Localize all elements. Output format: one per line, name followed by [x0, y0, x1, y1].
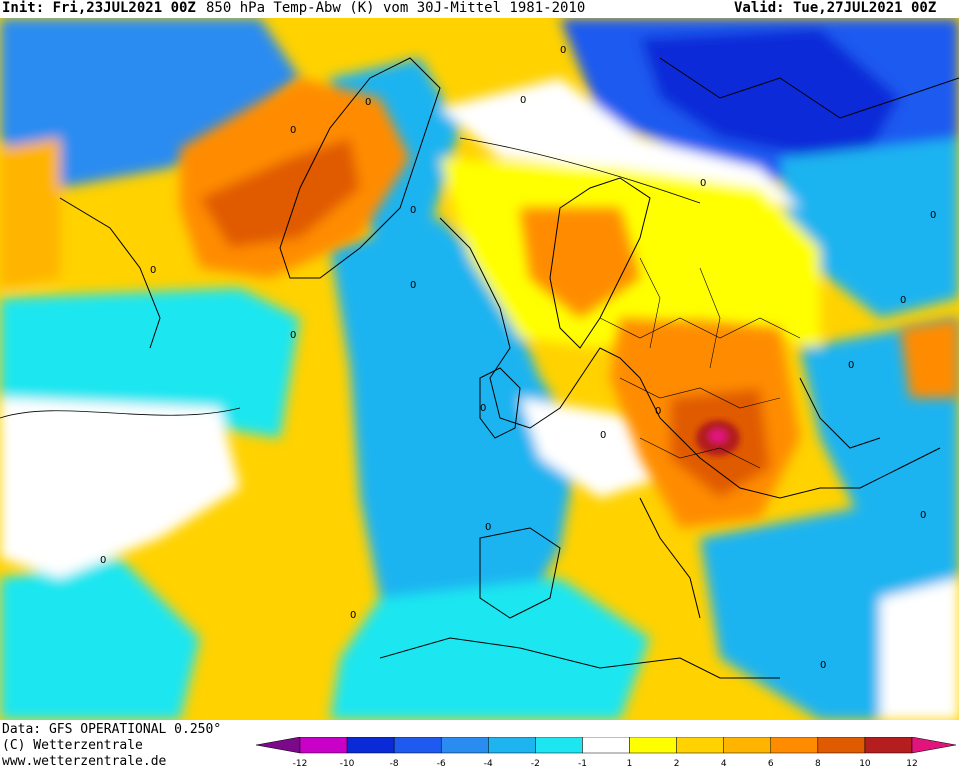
- coastlines: [59, 57, 959, 679]
- iberia-coast: [479, 527, 561, 619]
- anomaly-hot-east-edge: [900, 318, 959, 398]
- legend-tick-label: 10: [859, 759, 871, 769]
- legend-tick-label: 6: [767, 759, 774, 769]
- contour-label: 0: [350, 610, 356, 621]
- anomaly-very-cold-siberia: [640, 28, 900, 168]
- legend-swatch: [488, 737, 536, 754]
- anomaly-neutral-west-atlantic: [0, 398, 240, 578]
- legend-swatch: [393, 737, 442, 754]
- contour-label: 0: [600, 430, 606, 441]
- header: Init: Fri,23JUL2021 00Z 850 hPa Temp-Abw…: [0, 0, 959, 18]
- temperature-anomaly-map: 0 0 0 0 0 0 0 0 0 0 0 0 0 0 0 0 0 0 0 0: [0, 18, 959, 720]
- contour-label: 0: [290, 330, 296, 341]
- legend-tick-label: -6: [436, 759, 446, 769]
- data-source: Data: GFS OPERATIONAL 0.250°: [2, 722, 222, 737]
- country-borders: [599, 257, 801, 469]
- legend-swatch: [770, 737, 819, 754]
- chart-title: 850 hPa Temp-Abw (K) vom 30J-Mittel 1981…: [206, 0, 586, 16]
- contour-label: 0: [485, 522, 491, 533]
- contour-label: 0: [920, 510, 926, 521]
- contour-label: 0: [820, 660, 826, 671]
- canada-coast: [59, 197, 161, 349]
- contour-label: 0: [100, 555, 106, 566]
- anomaly-cool-urals: [780, 138, 959, 318]
- anomaly-neutral-france: [520, 398, 660, 498]
- anomaly-cool-north-africa: [330, 578, 650, 720]
- legend-swatch: [299, 737, 348, 754]
- legend-tick-label: 8: [814, 759, 821, 769]
- legend-swatch: [629, 737, 677, 754]
- legend-swatch: [582, 737, 630, 754]
- contour-label: 0: [150, 265, 156, 276]
- legend-tick-label: 12: [906, 759, 918, 769]
- anomaly-hot-scandinavia: [520, 208, 640, 318]
- legend-swatch: [817, 737, 866, 754]
- anomaly-cool-atlantic-west: [0, 288, 300, 438]
- color-legend: [256, 737, 956, 754]
- anomaly-neutral-east: [880, 578, 959, 720]
- zero-contour-1: [0, 407, 241, 419]
- legend-tick-label: -10: [339, 759, 355, 769]
- legend-tick-label: 4: [720, 759, 727, 769]
- anomaly-cool-southwest: [0, 558, 200, 720]
- legend-tick-label: -4: [483, 759, 493, 769]
- british-isles-coast: [479, 367, 521, 439]
- contour-label: 0: [410, 280, 416, 291]
- legend-tick-label: 2: [673, 759, 680, 769]
- legend-tick-label: -2: [530, 759, 540, 769]
- black-sea-coast: [799, 377, 881, 449]
- contour-label: 0: [930, 210, 936, 221]
- contour-label: 0: [290, 125, 296, 136]
- contour-label: 0: [365, 97, 371, 108]
- anomaly-very-hot-greenland: [200, 138, 360, 248]
- zero-contour-2: [459, 137, 701, 204]
- border-line-3: [639, 437, 761, 469]
- scandinavia-coast: [549, 177, 651, 349]
- legend-tick-label: -12: [292, 759, 308, 769]
- contour-label: 0: [520, 95, 526, 106]
- legend-tick-label: 1: [626, 759, 633, 769]
- legend-arrow-low: [256, 737, 301, 754]
- legend-swatch: [676, 737, 724, 754]
- anomaly-neutral-arctic-sea: [440, 78, 800, 208]
- border-line-4: [699, 267, 721, 369]
- legend-swatch: [440, 737, 489, 754]
- contour-label: 0: [480, 403, 486, 414]
- legend-arrow-high: [911, 737, 956, 754]
- africa-coast: [379, 637, 780, 679]
- zero-contours: [0, 137, 701, 419]
- border-line-2: [619, 377, 781, 409]
- legend-swatch: [346, 737, 395, 754]
- website: www.wetterzentrale.de: [2, 754, 167, 769]
- border-line-5: [639, 257, 661, 349]
- legend-tick-label: -8: [389, 759, 399, 769]
- contour-label: 0: [900, 295, 906, 306]
- contour-label: 0: [848, 360, 854, 371]
- legend-swatch: [535, 737, 583, 754]
- contour-label: 0: [655, 406, 661, 417]
- border-line-1: [599, 317, 801, 339]
- init-time: Init: Fri,23JUL2021 00Z: [2, 0, 196, 16]
- contour-label: 0: [700, 178, 706, 189]
- valid-time: Valid: Tue,27JUL2021 00Z: [734, 0, 937, 16]
- copyright: (C) Wetterzentrale: [2, 738, 143, 753]
- greenland-coast: [279, 57, 441, 279]
- contour-labels: 0 0 0 0 0 0 0 0 0 0 0 0 0 0 0 0 0 0 0 0: [100, 45, 936, 671]
- russia-north-coast: [659, 57, 959, 119]
- anomaly-peak-center: [709, 429, 727, 443]
- legend-tick-label: -1: [577, 759, 587, 769]
- legend-swatch: [864, 737, 913, 754]
- contour-label: 0: [410, 205, 416, 216]
- italy-coast: [639, 497, 701, 619]
- europe-coast: [439, 217, 941, 499]
- contour-label: 0: [560, 45, 566, 56]
- anomaly-cold-north-canada: [0, 18, 300, 188]
- anomaly-warm-west-edge: [0, 138, 60, 288]
- legend-swatch: [723, 737, 772, 754]
